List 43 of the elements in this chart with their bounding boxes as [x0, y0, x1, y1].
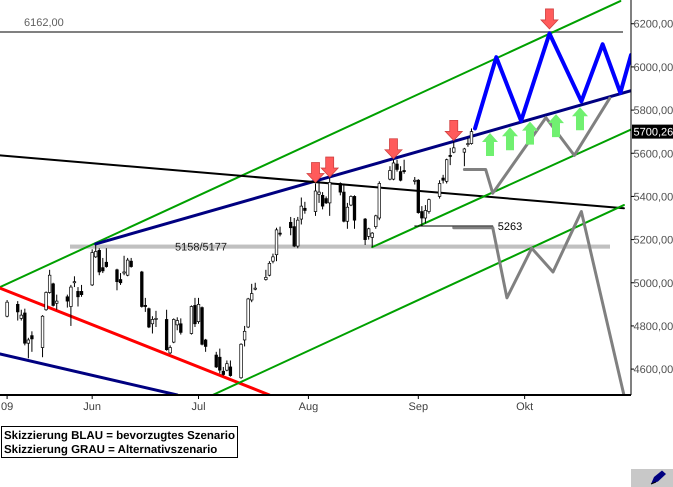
candlestick	[314, 182, 318, 216]
candlestick	[462, 147, 466, 167]
x-tick-label: Sep	[408, 401, 428, 413]
candlestick	[179, 318, 182, 336]
candlestick	[388, 166, 392, 181]
y-tick-label: 5400,00	[634, 191, 673, 204]
candlestick	[115, 268, 119, 291]
y-tick-label: 5800,00	[634, 105, 673, 118]
x-tick-label: 09	[0, 401, 14, 413]
candlestick	[392, 159, 396, 181]
annotation: 5700,26	[634, 126, 673, 139]
candlestick	[370, 232, 374, 248]
y-tick-label: 5200,00	[634, 234, 673, 247]
x-tick-label: Aug	[298, 401, 318, 413]
y-tick-label: 4800,00	[634, 320, 673, 333]
y-tick-label: 4600,00	[634, 364, 673, 376]
band-label: 5158/5177	[175, 242, 227, 254]
candlestick	[292, 218, 296, 248]
candlestick	[172, 318, 176, 344]
annotation: 5263	[498, 220, 522, 233]
candlestick	[126, 257, 130, 277]
y-tick-label: 5000,00	[634, 278, 673, 290]
candlestick	[470, 128, 474, 146]
x-tick-label: Okt	[516, 401, 534, 413]
text: Skizzierung GRAU = Alternativszenario	[4, 444, 218, 456]
x-tick-label: Jun	[83, 401, 102, 413]
y-tick-label: 6200,00	[634, 18, 673, 31]
line-series	[452, 210, 626, 395]
candlestick	[5, 300, 9, 318]
candlestick	[16, 300, 20, 322]
y-tick-label: 6000,00	[634, 62, 673, 74]
ref-line-label: 6162,00	[24, 16, 64, 29]
candlestick	[98, 248, 101, 276]
y-tick-label: 5600,00	[634, 148, 673, 160]
line-series	[462, 96, 612, 195]
candlestick	[363, 218, 367, 246]
x-tick-label: Jul	[191, 401, 206, 413]
candlestick	[76, 286, 80, 308]
candlestick	[80, 284, 84, 298]
text: Skizzierung BLAU = bevorzugtes Szenario	[4, 430, 236, 442]
candlestick	[228, 360, 232, 378]
candlestick	[352, 194, 356, 230]
candlestick	[218, 348, 222, 374]
